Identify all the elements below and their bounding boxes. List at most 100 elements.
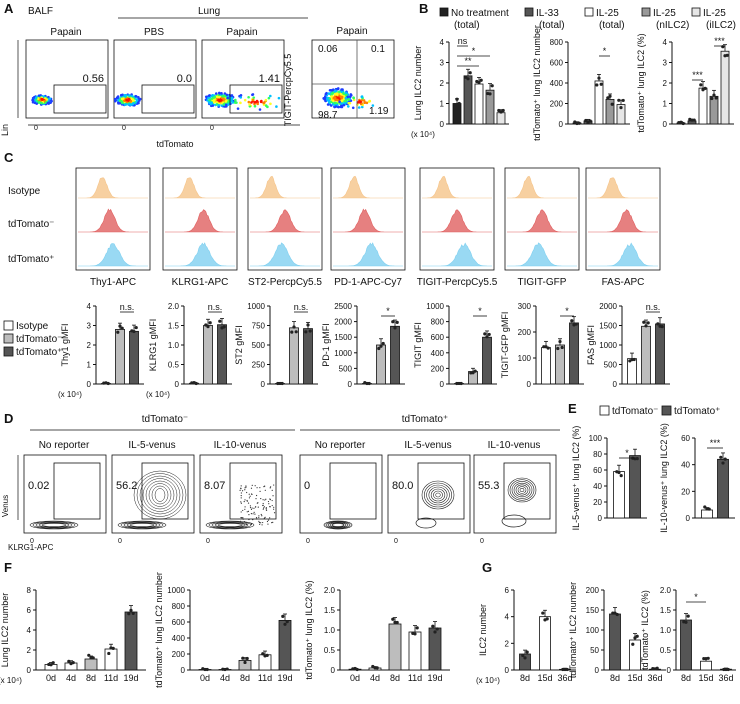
contour-line xyxy=(117,520,167,530)
gate xyxy=(141,462,189,520)
histogram xyxy=(78,208,148,233)
flow-event xyxy=(339,92,343,96)
data-point xyxy=(131,611,135,616)
flow-event xyxy=(241,490,244,492)
data-point xyxy=(556,346,560,351)
y-tick-label: 4 xyxy=(505,613,510,622)
flow-event xyxy=(245,523,248,526)
flow-event xyxy=(210,94,214,98)
data-point xyxy=(644,324,648,328)
flow-event xyxy=(243,98,247,102)
y-tick-label: 100 xyxy=(589,434,603,443)
data-point xyxy=(391,617,395,621)
y-tick-label: 800 xyxy=(431,318,445,327)
data-point xyxy=(459,381,463,386)
y-tick-label: 0 xyxy=(348,380,353,389)
contour-line xyxy=(148,483,172,507)
flow-event xyxy=(265,498,267,500)
flow-event xyxy=(225,93,229,97)
contour-line xyxy=(515,484,529,496)
y-tick-label: 0 xyxy=(559,120,564,129)
contour-line xyxy=(329,522,347,528)
y-axis-label: tdTomato⁺ lung ILC2 number xyxy=(532,25,542,141)
flow-event xyxy=(260,522,262,524)
legend-label: tdTomato⁻ xyxy=(612,406,658,417)
flow-event xyxy=(357,106,361,109)
sig-label: *** xyxy=(710,438,721,448)
data-point xyxy=(134,325,138,330)
y-tick-label: 0 xyxy=(261,380,266,389)
flow-event xyxy=(246,511,248,513)
legend-label: IL-25 xyxy=(653,8,676,19)
flow-event xyxy=(267,519,270,521)
y-tick-label: 200 xyxy=(550,100,564,109)
data-point xyxy=(541,611,545,615)
y-tick-label: 200 xyxy=(518,328,532,337)
flow-event xyxy=(253,100,256,104)
legend-label: (iILC2) xyxy=(706,20,736,31)
flow-event xyxy=(240,495,242,497)
data-point xyxy=(722,667,726,672)
y-tick-label: 1.0 xyxy=(168,341,180,350)
bar xyxy=(496,112,506,125)
flow-event xyxy=(262,504,264,506)
bar xyxy=(376,344,386,385)
row-label: tdTomato⁻ xyxy=(8,219,54,230)
y-tick-label: 400 xyxy=(431,349,445,358)
bar xyxy=(555,344,565,385)
y-tick-label: 150 xyxy=(586,606,600,615)
y-axis-label: ILC2 number xyxy=(478,604,488,656)
y-tick-label: 60 xyxy=(593,466,602,475)
y-axis-label: tdTomato⁺ lung ILC2 (%) xyxy=(304,580,314,679)
gate xyxy=(229,84,283,114)
y-axis-label: IL-5-venus⁺ lung ILC2 (%) xyxy=(571,426,581,531)
histogram xyxy=(422,209,492,233)
group-label-lung: Lung xyxy=(198,6,220,17)
y-axis-label: FAS gMFI xyxy=(586,325,596,365)
data-point xyxy=(631,642,635,646)
flow-event xyxy=(249,505,251,507)
y-tick-label: 20 xyxy=(681,487,690,496)
flow-event xyxy=(222,103,226,106)
flow-event xyxy=(239,96,243,99)
flow-event xyxy=(333,93,337,96)
gate xyxy=(229,462,277,520)
flow-event xyxy=(241,517,243,519)
flow-event xyxy=(240,487,242,489)
histogram xyxy=(333,208,403,233)
bar xyxy=(641,325,651,385)
data-point xyxy=(488,92,492,96)
flow-event xyxy=(223,92,227,95)
y-tick-label: 1 xyxy=(87,361,92,370)
sig-label: * xyxy=(603,46,607,56)
flow-event xyxy=(344,96,348,100)
flow-event xyxy=(254,485,256,487)
flow-event xyxy=(336,98,339,102)
y-tick-label: 6 xyxy=(505,586,510,595)
bar xyxy=(709,95,719,125)
y-tick-label: 0 xyxy=(175,380,180,389)
sig-label: n.s. xyxy=(208,302,223,312)
data-point xyxy=(205,667,209,672)
flow-event xyxy=(251,98,255,102)
data-point xyxy=(473,369,477,373)
y-axis-label: ST2 gMFI xyxy=(234,325,244,365)
contour-line xyxy=(430,488,446,502)
flow-event xyxy=(236,107,240,110)
panel-letter-g: G xyxy=(482,560,492,575)
contour-line xyxy=(41,523,67,527)
y-tick-label: 2.0 xyxy=(168,302,180,311)
contour-line xyxy=(428,486,448,504)
flow-event xyxy=(264,485,266,487)
bar xyxy=(539,616,551,671)
data-point xyxy=(570,319,574,323)
flow-event xyxy=(269,517,271,519)
y-tick-label: 200 xyxy=(172,650,186,659)
y-tick-label: 1000 xyxy=(426,302,444,311)
flow-event xyxy=(240,485,242,487)
flow-event xyxy=(340,102,343,105)
bar xyxy=(609,613,621,671)
data-point xyxy=(355,667,359,672)
y-tick-label: 2 xyxy=(505,639,510,648)
y-tick-label: 100 xyxy=(586,626,600,635)
